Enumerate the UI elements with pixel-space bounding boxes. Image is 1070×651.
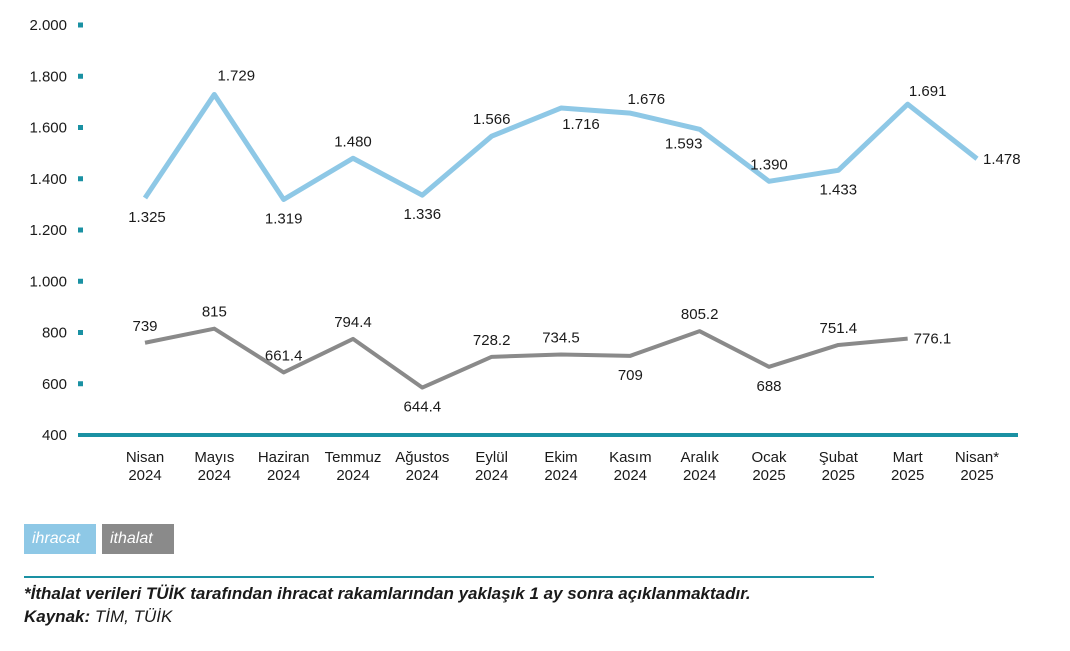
x-tick-label-month: Haziran: [258, 449, 310, 466]
y-tick-label: 2.000: [29, 17, 67, 34]
y-tick-label: 600: [42, 376, 67, 393]
data-label-ithalat: 728.2: [473, 332, 511, 349]
x-tick-label-year: 2024: [128, 467, 161, 484]
data-label-ihracat: 1.325: [128, 209, 166, 226]
data-label-ithalat: 644.4: [404, 399, 442, 416]
data-label-ihracat: 1.676: [628, 91, 666, 108]
data-label-ihracat: 1.716: [562, 116, 600, 133]
y-tick-label: 1.600: [29, 120, 67, 137]
x-tick-label-year: 2024: [544, 467, 577, 484]
y-tick-marker: [78, 73, 83, 79]
data-label-ithalat: 815: [202, 304, 227, 321]
x-tick-label-month: Ağustos: [395, 449, 449, 466]
data-label-ithalat: 688: [756, 378, 781, 395]
legend: ihracat ithalat: [24, 524, 174, 554]
source-value: TİM, TÜİK: [94, 607, 173, 626]
y-tick-marker: [78, 381, 83, 387]
x-tick-label-year: 2024: [336, 467, 369, 484]
line-chart: 2.000 1.800 1.600 1.400 1.200 1.000 800 600 400 N…: [29, 17, 1021, 484]
data-label-ithalat: 794.4: [334, 314, 372, 331]
data-label-ihracat: 1.319: [265, 211, 303, 228]
x-tick-label-year: 2024: [683, 467, 716, 484]
x-tick-label-year: 2024: [267, 467, 300, 484]
series-line-ithalat: [144, 326, 908, 390]
data-label-ihracat: 1.691: [909, 83, 947, 100]
data-label-ihracat: 1.433: [820, 181, 858, 198]
x-tick-label-year: 2025: [960, 467, 993, 484]
legend-item-ihracat: ihracat: [24, 524, 96, 554]
data-label-ihracat: 1.480: [334, 133, 372, 150]
y-tick-label: 1.000: [29, 273, 67, 290]
data-label-ihracat: 1.478: [983, 151, 1021, 168]
x-tick-label-year: 2024: [406, 467, 439, 484]
x-tick-label-year: 2025: [822, 467, 855, 484]
x-tick-label-month: Kasım: [609, 449, 652, 466]
footnote: *İthalat verileri TÜİK tarafından ihraca…: [24, 584, 751, 603]
y-tick-marker: [78, 330, 83, 335]
data-label-ihracat: 1.566: [473, 111, 511, 128]
y-tick-label: 400: [42, 427, 67, 444]
x-tick-label-year: 2024: [475, 467, 508, 484]
y-tick-label: 800: [42, 325, 67, 342]
x-tick-label-month: Mayıs: [194, 449, 234, 466]
data-label-ithalat: 661.4: [265, 347, 303, 364]
y-tick-label: 1.400: [29, 171, 67, 188]
x-tick-label-month: Ocak: [751, 449, 787, 466]
y-tick-label: 1.200: [29, 222, 67, 239]
data-label-ihracat: 1.593: [665, 135, 703, 152]
legend-item-ithalat: ithalat: [102, 524, 174, 554]
data-label-ihracat: 1.336: [404, 206, 442, 223]
source-label: Kaynak:: [24, 607, 91, 626]
source-line: Kaynak: TİM, TÜİK: [24, 607, 172, 627]
x-tick-label-year: 2024: [614, 467, 647, 484]
x-tick-label-year: 2025: [752, 467, 785, 484]
x-tick-label-month: Ekim: [544, 449, 577, 466]
x-tick-label-month: Mart: [893, 449, 924, 466]
data-label-ithalat: 709: [618, 367, 643, 384]
x-tick-label-month: Nisan: [126, 449, 164, 466]
y-tick-label: 1.800: [29, 68, 67, 85]
y-tick-marker: [78, 227, 83, 233]
data-label-ihracat: 1.729: [218, 67, 256, 84]
y-tick-marker: [78, 22, 83, 28]
y-tick-marker: [78, 176, 83, 182]
x-tick-label-month: Aralık: [680, 449, 719, 466]
series-line-ihracat: [142, 91, 979, 203]
data-label-ithalat: 805.2: [681, 306, 719, 323]
x-tick-label-year: 2025: [891, 467, 924, 484]
x-tick-label-month: Şubat: [819, 449, 859, 466]
y-tick-marker: [78, 278, 83, 284]
data-label-ithalat: 734.5: [542, 330, 580, 347]
data-label-ihracat: 1.390: [750, 156, 788, 173]
x-tick-label-month: Temmuz: [325, 449, 382, 466]
x-tick-label-month: Eylül: [475, 449, 508, 466]
footnote-divider: [24, 576, 874, 578]
data-label-ithalat: 776.1: [914, 331, 952, 348]
x-tick-label-month: Nisan*: [955, 449, 999, 466]
y-tick-marker: [78, 125, 83, 130]
data-label-ithalat: 751.4: [820, 320, 858, 337]
data-label-ithalat: 739: [132, 318, 157, 335]
x-tick-label-year: 2024: [198, 467, 231, 484]
